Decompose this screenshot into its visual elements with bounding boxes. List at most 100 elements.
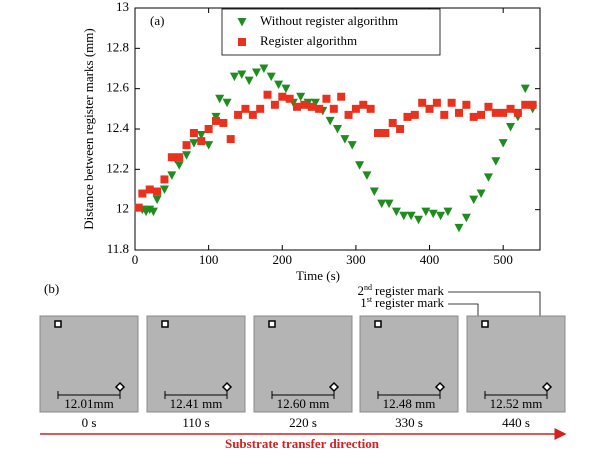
point	[219, 118, 228, 127]
point	[377, 199, 387, 209]
point	[248, 110, 257, 119]
panel-b-label: (b)	[44, 281, 59, 296]
x-tick-label: 200	[273, 252, 293, 267]
x-tick-label: 400	[420, 252, 440, 267]
point	[329, 104, 338, 113]
mark-square	[481, 320, 489, 328]
point	[455, 108, 463, 117]
distance-label: 12.01mm	[64, 396, 113, 411]
y-tick-label: 12.4	[106, 120, 129, 135]
point	[296, 92, 306, 102]
pointer	[448, 303, 481, 321]
frame-image	[39, 315, 139, 413]
point	[266, 72, 276, 82]
point	[521, 100, 530, 109]
point	[384, 199, 394, 209]
point	[513, 108, 522, 117]
ordinal-suffix: nd	[364, 283, 372, 292]
point	[491, 157, 501, 166]
distance-label: 12.41 mm	[170, 396, 223, 411]
time-label: 330 s	[395, 415, 423, 430]
point	[391, 207, 401, 217]
mark-text: register mark	[375, 295, 444, 310]
point	[399, 211, 409, 221]
point	[189, 139, 199, 148]
point	[418, 98, 427, 107]
point	[293, 102, 301, 111]
point	[461, 213, 471, 223]
point	[325, 116, 335, 126]
point	[215, 94, 225, 104]
point	[414, 215, 423, 225]
frame-image	[359, 315, 459, 413]
point	[270, 100, 279, 109]
mark-square	[374, 320, 382, 328]
point	[337, 92, 346, 101]
point	[307, 102, 316, 111]
point	[322, 94, 331, 103]
point	[263, 90, 272, 99]
ordinal: 2	[358, 283, 365, 298]
point	[196, 131, 206, 140]
y-tick-label: 12	[116, 201, 129, 216]
first-mark-label: 1st register mark	[360, 295, 444, 310]
point	[454, 223, 464, 233]
y-tick-label: 13	[116, 0, 129, 14]
mark-square	[54, 320, 62, 328]
point	[134, 203, 143, 212]
point	[410, 110, 419, 119]
point	[425, 104, 434, 113]
distance-label: 12.60 mm	[277, 396, 330, 411]
point	[381, 129, 390, 138]
second-mark-label: 2nd register mark	[358, 283, 445, 298]
point	[428, 209, 438, 219]
x-tick-label: 100	[199, 252, 219, 267]
point	[152, 195, 162, 205]
point	[189, 129, 198, 138]
ordinal: 1	[360, 295, 367, 310]
point	[498, 139, 508, 148]
point	[175, 153, 184, 162]
point	[469, 195, 479, 205]
point	[388, 118, 397, 127]
point	[362, 171, 372, 180]
point	[506, 104, 515, 113]
point	[469, 112, 478, 121]
point	[300, 100, 309, 109]
point	[340, 135, 350, 144]
point	[212, 116, 220, 125]
y-tick-label: 12.2	[106, 160, 129, 175]
point	[374, 129, 382, 138]
time-label: 440 s	[502, 415, 530, 430]
point	[315, 104, 324, 113]
point	[160, 175, 169, 184]
x-tick-label: 0	[132, 252, 139, 267]
mark-text: register mark	[375, 283, 444, 298]
point	[153, 187, 162, 196]
point	[333, 125, 342, 134]
point	[244, 76, 254, 86]
time-label: 0 s	[82, 415, 97, 430]
point	[252, 68, 261, 78]
legend-marker	[238, 38, 246, 46]
point	[159, 185, 169, 194]
distance-label: 12.52 mm	[490, 396, 543, 411]
point	[344, 110, 353, 119]
frame-image	[146, 315, 246, 413]
point	[491, 108, 500, 117]
point	[197, 137, 206, 146]
point	[369, 187, 379, 197]
point	[355, 161, 365, 170]
point	[462, 100, 471, 109]
frame-image	[253, 315, 353, 413]
point	[443, 207, 453, 217]
point	[281, 84, 291, 94]
point	[204, 125, 213, 133]
point	[351, 104, 360, 113]
point	[274, 80, 284, 90]
frame-image	[466, 315, 566, 413]
x-tick-label: 500	[493, 252, 513, 267]
point	[256, 104, 265, 113]
point	[476, 189, 486, 199]
y-tick-label: 11.8	[107, 241, 129, 256]
